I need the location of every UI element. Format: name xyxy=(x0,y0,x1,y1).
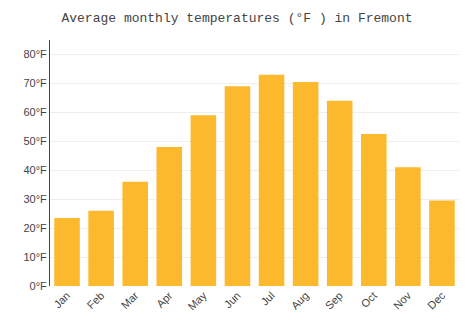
svg-text:60°F: 60°F xyxy=(23,106,47,118)
svg-text:30°F: 30°F xyxy=(23,193,47,205)
svg-text:Nov: Nov xyxy=(391,289,414,312)
svg-text:Dec: Dec xyxy=(425,289,448,312)
svg-text:Average monthly temperatures (: Average monthly temperatures (°F ) in Fr… xyxy=(61,11,412,26)
svg-text:Jun: Jun xyxy=(222,289,243,310)
svg-text:Apr: Apr xyxy=(154,289,175,310)
svg-text:70°F: 70°F xyxy=(23,77,47,89)
svg-text:Oct: Oct xyxy=(358,289,379,310)
svg-text:80°F: 80°F xyxy=(23,48,47,60)
svg-text:40°F: 40°F xyxy=(23,164,47,176)
svg-text:0°F: 0°F xyxy=(30,280,48,292)
svg-text:Aug: Aug xyxy=(289,289,311,311)
svg-text:50°F: 50°F xyxy=(23,135,47,147)
svg-text:20°F: 20°F xyxy=(23,222,47,234)
svg-text:May: May xyxy=(186,289,210,313)
svg-text:Feb: Feb xyxy=(85,289,107,311)
svg-text:Jul: Jul xyxy=(258,289,276,307)
svg-text:10°F: 10°F xyxy=(23,251,47,263)
svg-text:Jan: Jan xyxy=(51,289,72,310)
svg-text:Sep: Sep xyxy=(323,289,345,311)
svg-text:Mar: Mar xyxy=(119,289,141,311)
